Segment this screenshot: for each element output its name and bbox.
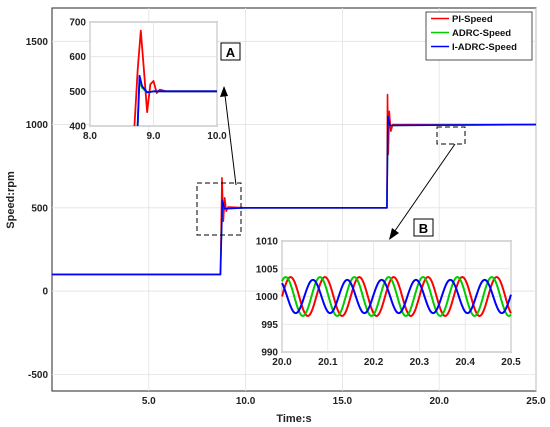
- legend-box: [425, 11, 533, 61]
- legend-label-adrc-speed: ADRC-Speed: [452, 28, 511, 39]
- y-axis-label: Speed:rpm: [5, 171, 17, 229]
- inset-b-grid: [281, 240, 512, 353]
- inset-a-x-tick-label: 8.0: [83, 131, 97, 142]
- inset-b-label-box: [413, 218, 434, 237]
- main-x-tick-label: 20.0: [429, 396, 449, 407]
- inset-a-x-tick-label: 9.0: [147, 131, 161, 142]
- inset-b-i-adrc-speed-line: [281, 278, 512, 315]
- x-axis-label: Time:s: [276, 413, 311, 425]
- inset-b: 20.0 20.1 20.2 20.3 20.4 20.5 990 995 1000 1005 10…: [256, 218, 521, 369]
- inset-b-x-tick-label: 20.2: [364, 357, 384, 368]
- main-x-ticks: 5.0 10.0 15.0 20.0 25.0: [142, 396, 546, 407]
- inset-b-y-tick-label: 990: [261, 348, 278, 359]
- inset-a-series: [133, 29, 217, 127]
- inset-b-x-tick-label: 20.3: [410, 357, 430, 368]
- main-y-ticks: -500 0 500 1000 1500: [26, 37, 49, 381]
- legend-label-pi-speed: PI-Speed: [452, 14, 493, 25]
- inset-b-series: [281, 276, 512, 317]
- inset-b-ticks: 20.0 20.1 20.2 20.3 20.4 20.5 990 995 1000 1005 10…: [256, 237, 521, 369]
- main-y-tick-label: 1000: [26, 120, 49, 131]
- main-y-tick-label: 500: [31, 203, 48, 214]
- main-y-tick-label: -500: [28, 370, 48, 381]
- main-series: [52, 93, 537, 276]
- legend-label-i-adrc-speed: I-ADRC-Speed: [452, 42, 517, 53]
- inset-a-label-box: [220, 42, 241, 61]
- zoom-box-b: [436, 126, 466, 145]
- inset-b-y-tick-label: 1010: [256, 237, 279, 248]
- arrow-a-line: [223, 86, 237, 186]
- inset-b-y-tick-label: 995: [261, 320, 278, 331]
- main-y-tick-label: 1500: [26, 37, 49, 48]
- main-y-tick-label: 0: [42, 287, 48, 298]
- inset-b-x-tick-label: 20.4: [455, 357, 475, 368]
- inset-a-pi-speed-line: [133, 29, 217, 127]
- inset-a-i-adrc-speed-line: [136, 74, 217, 127]
- inset-a: 8.0 9.0 10.0 400 500 600 700 A: [69, 18, 241, 143]
- inset-b-y-tick-label: 1005: [256, 264, 279, 275]
- legend: PI-Speed ADRC-Speed I-ADRC-Speed: [425, 11, 533, 61]
- main-i-adrc-speed-line: [52, 115, 537, 276]
- inset-b-label: B: [419, 221, 428, 236]
- main-x-tick-label: 5.0: [142, 396, 156, 407]
- main-x-tick-label: 15.0: [333, 396, 353, 407]
- inset-a-x-tick-label: 10.0: [207, 131, 227, 142]
- arrow-b-head: [389, 228, 399, 240]
- legend-items: PI-Speed ADRC-Speed I-ADRC-Speed: [431, 14, 517, 53]
- main-x-tick-label: 10.0: [236, 396, 256, 407]
- inset-a-y-tick-label: 600: [69, 52, 86, 63]
- inset-b-x-tick-label: 20.5: [501, 357, 521, 368]
- inset-b-x-tick-label: 20.1: [318, 357, 338, 368]
- inset-a-ticks: 8.0 9.0 10.0 400 500 600 700: [69, 18, 227, 143]
- inset-a-y-tick-label: 400: [69, 122, 86, 133]
- inset-b-y-tick-label: 1000: [256, 292, 279, 303]
- inset-a-y-tick-label: 700: [69, 18, 86, 29]
- inset-b-x-tick-label: 20.0: [272, 357, 292, 368]
- arrow-a-head: [220, 86, 228, 97]
- inset-a-y-tick-label: 500: [69, 87, 86, 98]
- inset-b-adrc-speed-line: [281, 276, 512, 317]
- inset-a-label: A: [226, 45, 236, 60]
- arrow-b-line: [389, 143, 456, 239]
- main-x-tick-label: 25.0: [526, 396, 546, 407]
